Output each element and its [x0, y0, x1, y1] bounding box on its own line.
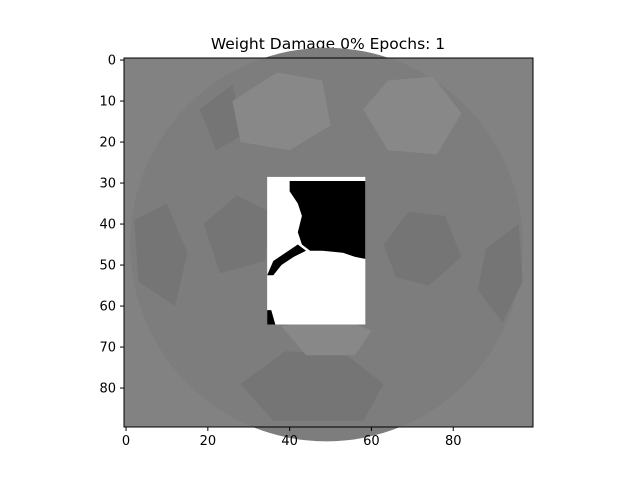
- ball-light-patch: [363, 76, 462, 155]
- axes-frame: [123, 57, 534, 428]
- y-tick-label: 50: [99, 259, 116, 274]
- chart-title: Weight Damage 0% Epochs: 1: [211, 35, 445, 53]
- revealed-patch: [267, 176, 366, 325]
- y-tick-label: 40: [99, 218, 116, 233]
- y-tick-label: 0: [108, 54, 116, 69]
- ball-dark-patch: [477, 224, 523, 323]
- x-axis: 0 20 40 60 80: [122, 427, 462, 449]
- x-tick-label: 0: [122, 434, 130, 449]
- y-tick-label: 30: [99, 177, 116, 192]
- y-tick-label: 20: [99, 136, 116, 151]
- patch-black-corner: [267, 310, 276, 325]
- ball-dark-patch: [203, 195, 270, 274]
- y-axis: 0 10 20 30 40 50 60 70 80: [99, 54, 124, 397]
- y-tick-label: 70: [99, 341, 116, 356]
- x-tick-label: 20: [200, 434, 217, 449]
- x-tick-label: 60: [363, 434, 380, 449]
- x-tick-label: 80: [445, 434, 462, 449]
- soccer-ball-pattern: [130, 47, 523, 442]
- plot-area: [123, 47, 534, 442]
- patch-black-region: [289, 181, 366, 259]
- y-tick-label: 80: [99, 382, 116, 397]
- ball-dark-patch: [240, 351, 384, 421]
- y-tick-label: 10: [99, 95, 116, 110]
- y-tick-label: 60: [99, 300, 116, 315]
- x-tick-label: 40: [281, 434, 298, 449]
- ball-dark-patch: [134, 203, 188, 307]
- ball-light-patch: [232, 72, 331, 151]
- patch-black-stripe: [267, 244, 307, 276]
- ball-dark-patch: [383, 211, 462, 286]
